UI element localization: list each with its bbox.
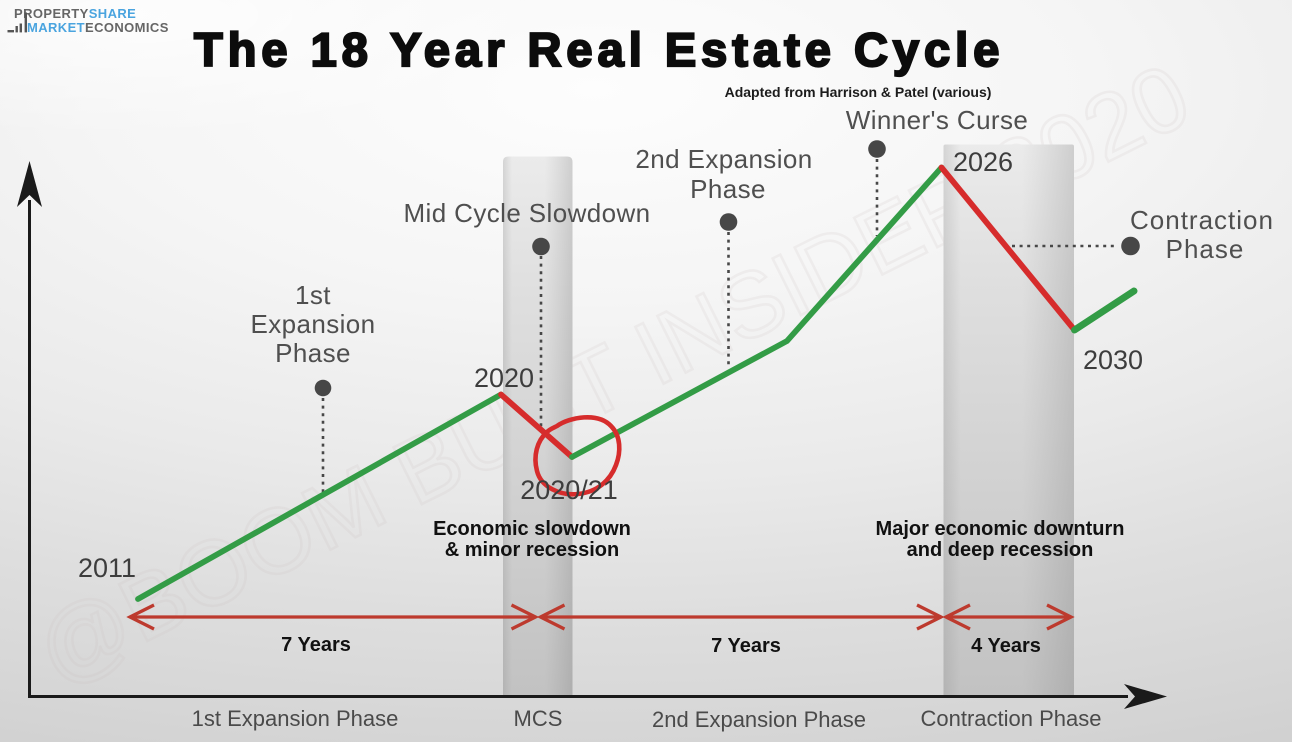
svg-text:2026: 2026 — [953, 147, 1013, 177]
svg-text:4 Years: 4 Years — [971, 635, 1041, 657]
svg-text:Mid Cycle Slowdown: Mid Cycle Slowdown — [403, 198, 650, 228]
svg-text:MCS: MCS — [514, 706, 563, 731]
svg-text:Phase: Phase — [690, 174, 766, 204]
svg-text:2nd Expansion: 2nd Expansion — [635, 144, 812, 174]
svg-text:2020/21: 2020/21 — [520, 475, 618, 505]
svg-text:Contraction: Contraction — [1130, 205, 1274, 235]
svg-text:2030: 2030 — [1083, 345, 1143, 375]
svg-text:Economic slowdown: Economic slowdown — [433, 518, 631, 540]
svg-text:Contraction Phase: Contraction Phase — [921, 706, 1102, 731]
svg-text:Phase: Phase — [1166, 234, 1245, 264]
svg-text:7 Years: 7 Years — [281, 634, 351, 656]
svg-text:1st: 1st — [295, 280, 331, 310]
svg-text:Adapted from Harrison & Patel: Adapted from Harrison & Patel (various) — [725, 84, 992, 100]
svg-text:Expansion: Expansion — [250, 309, 375, 339]
svg-text:1st Expansion Phase: 1st Expansion Phase — [192, 706, 399, 731]
svg-text:Winner's Curse: Winner's Curse — [846, 105, 1029, 135]
svg-text:PROPERTYSHARE: PROPERTYSHARE — [14, 6, 136, 21]
svg-text:2020: 2020 — [474, 363, 534, 393]
svg-text:7 Years: 7 Years — [711, 635, 781, 657]
svg-text:The 18 Year Real Estate Cycle: The 18 Year Real Estate Cycle — [194, 23, 1004, 76]
svg-text:& minor recession: & minor recession — [445, 539, 620, 561]
svg-text:Major economic downturn: Major economic downturn — [876, 518, 1125, 540]
svg-text:MARKETECONOMICS: MARKETECONOMICS — [27, 20, 169, 35]
svg-text:Phase: Phase — [275, 338, 351, 368]
svg-text:2011: 2011 — [78, 553, 136, 583]
svg-text:2nd Expansion Phase: 2nd Expansion Phase — [652, 707, 866, 732]
svg-text:and deep recession: and deep recession — [907, 539, 1094, 561]
